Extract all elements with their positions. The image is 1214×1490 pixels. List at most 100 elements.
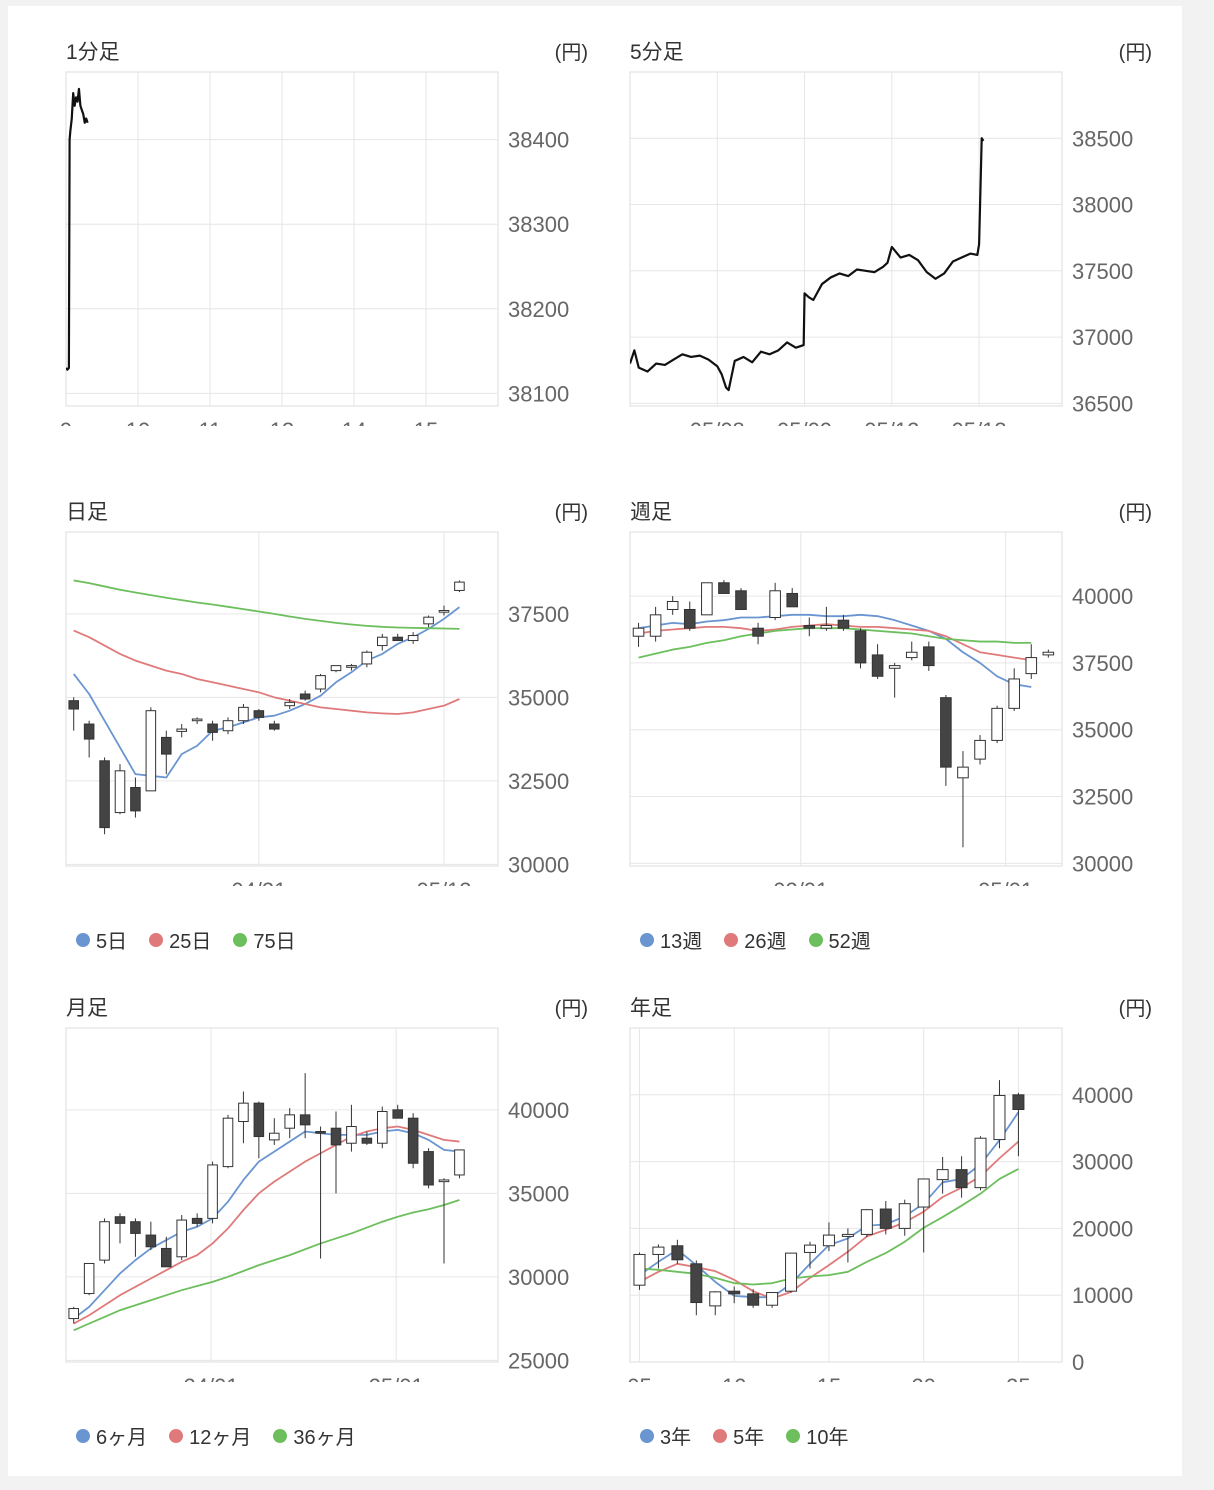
candle-body — [803, 625, 816, 629]
legend-item: 26週 — [724, 925, 787, 954]
legend-item: 5日 — [76, 925, 127, 954]
legend-item: 13週 — [640, 925, 702, 954]
y-tick-label: 38300 — [508, 212, 569, 237]
x-tick-label: 05/09 — [777, 418, 832, 426]
candle-body — [454, 581, 465, 591]
ma-line-10年 — [639, 1168, 1019, 1286]
candle-body — [917, 1178, 930, 1208]
plot-frame — [629, 531, 1063, 867]
candle-body — [377, 636, 388, 647]
x-tick-label: 02/01 — [773, 878, 828, 886]
y-tick-label: 10000 — [1072, 1283, 1133, 1308]
candle-body — [238, 706, 249, 722]
candle-body — [888, 665, 901, 669]
x-tick-label: 04/21 — [231, 878, 286, 886]
y-tick-label: 37500 — [508, 602, 569, 627]
candle-body — [718, 582, 730, 594]
legend-label: 75日 — [253, 931, 296, 953]
legend-label: 26週 — [744, 931, 787, 953]
y-tick-label: 38000 — [1072, 193, 1133, 218]
legend-item: 6ヶ月 — [76, 1421, 147, 1450]
candle-body — [1008, 678, 1020, 709]
min5-chart: 36500 37000 37500 38000 38500 05/08 05/09 05/12… — [629, 71, 1133, 426]
candle-body — [161, 736, 172, 755]
chart-page: 1分足 (円) 38100 38200 38300 38400 9 10 11 13 14 15 5分足… — [8, 6, 1182, 1476]
candle-body — [820, 625, 833, 629]
candle-body — [769, 590, 781, 619]
y-tick-label: 37500 — [1072, 259, 1133, 284]
yearly-title: 年足 — [630, 997, 672, 1020]
candle-body — [284, 1114, 295, 1129]
legend-item: 5年 — [713, 1421, 764, 1450]
candle-body — [671, 1245, 684, 1261]
candle-body — [785, 1252, 798, 1292]
y-tick-label: 32500 — [508, 769, 569, 794]
candle-body — [974, 739, 986, 760]
y-tick-label: 20000 — [1072, 1216, 1133, 1241]
candle-body — [690, 1263, 703, 1304]
candle-body — [299, 1114, 311, 1126]
candle-body — [957, 766, 969, 779]
candle-body — [407, 635, 419, 642]
plot-frame — [629, 71, 1063, 407]
weekly-unit: (円) — [1118, 502, 1152, 524]
candle-body — [752, 627, 764, 637]
candle-body — [454, 1149, 465, 1176]
candle-body — [728, 1290, 741, 1295]
candle-body — [161, 1247, 172, 1268]
legend-label: 5日 — [96, 931, 128, 953]
candle-body — [253, 1102, 265, 1138]
daily-chart: 30000 32500 35000 37500 04/21 05/12 — [65, 531, 569, 886]
legend-item: 12ヶ月 — [169, 1421, 251, 1450]
y-tick-label: 36500 — [1072, 391, 1133, 416]
min1-title: 1分足 — [66, 41, 120, 64]
candle-body — [346, 1126, 357, 1144]
monthly-chart: 25000 30000 35000 40000 24/01 25/01 — [65, 1027, 569, 1382]
candle-body — [207, 1164, 218, 1219]
legend-item: 3年 — [640, 1421, 691, 1450]
legend-dot — [786, 1428, 801, 1443]
min1-panel: 1分足 (円) 38100 38200 38300 38400 9 10 11 13 14 15 — [8, 6, 588, 466]
ma-line-52週 — [638, 627, 1032, 659]
x-tick-label: 05/08 — [690, 418, 745, 426]
ma-line-6ヶ月 — [73, 1128, 460, 1320]
x-tick-label: 24/01 — [183, 1374, 238, 1382]
candle-body — [701, 582, 713, 616]
monthly-title: 月足 — [66, 997, 108, 1020]
legend-item: 10年 — [786, 1421, 849, 1450]
candle-body — [905, 651, 918, 659]
candle-body — [377, 1111, 388, 1144]
legend-dot — [76, 932, 90, 947]
min1-chart: 38100 38200 38300 38400 9 10 11 13 14 15 — [60, 71, 569, 426]
legend-dot — [640, 932, 654, 947]
x-tick-label: 13 — [270, 418, 294, 426]
candle-body — [114, 770, 126, 814]
candle-body — [299, 693, 311, 700]
legend-dot — [233, 932, 248, 947]
x-tick-label: 10 — [722, 1374, 746, 1382]
candle-body — [114, 1216, 126, 1224]
yearly-unit: (円) — [1118, 998, 1152, 1020]
x-tick-label: 14 — [342, 418, 366, 426]
candle-body — [652, 1246, 665, 1255]
candle-body — [315, 675, 326, 690]
min5-unit: (円) — [1118, 42, 1152, 64]
candle-body — [423, 1151, 434, 1186]
yearly-legend: 3年 5年 10年 — [640, 1421, 849, 1450]
candle-body — [145, 1234, 157, 1248]
x-tick-label: 9 — [60, 418, 72, 426]
candle-body — [222, 1117, 234, 1168]
candle-body — [666, 600, 679, 610]
candle-body — [735, 590, 747, 610]
candle-body — [991, 707, 1003, 741]
legend-label: 52週 — [828, 931, 871, 953]
candle-body — [361, 651, 373, 665]
candle-body — [191, 718, 203, 722]
candle-body — [361, 1137, 373, 1144]
candle-body — [392, 636, 403, 642]
monthly-panel: 月足 (円) 25000 30000 35000 40000 24/01 25/01 6ヶ月 12… — [8, 962, 588, 1449]
weekly-chart: 30000 32500 35000 37500 40000 02/01 05/01 — [629, 531, 1133, 886]
price-line — [66, 87, 89, 371]
candle-body — [130, 1221, 141, 1234]
candle-body — [176, 728, 187, 732]
